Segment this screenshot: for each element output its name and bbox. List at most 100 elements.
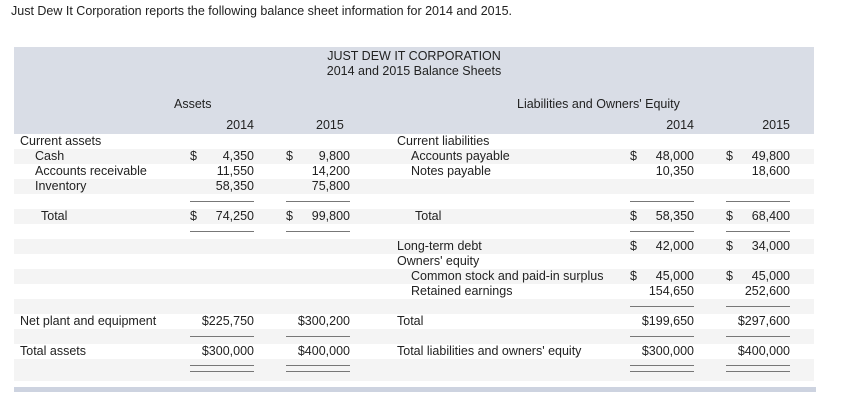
accounts-payable-2014: $48,000 [630, 149, 694, 164]
intro-text: Just Dew It Corporation reports the foll… [11, 4, 512, 18]
value: 58,350 [655, 209, 694, 223]
table-row: Net plant and equipment $225,750 $300,20… [14, 314, 814, 329]
subtotal-rule [726, 306, 790, 307]
value: 49,800 [751, 149, 790, 163]
value: 45,000 [751, 269, 790, 283]
dollar-sign: $ [190, 209, 197, 223]
notes-payable-label: Notes payable [411, 164, 491, 178]
grand-total-double-rule [286, 365, 350, 372]
total-liabilities-equity-2014: $300,000 [641, 344, 694, 358]
net-plant-label: Net plant and equipment [20, 314, 157, 328]
subtotal-rule [286, 201, 350, 202]
inventory-2014: 58,350 [215, 179, 254, 193]
common-stock-label: Common stock and paid-in surplus [411, 269, 604, 283]
total-equity-2014: $199,650 [641, 314, 694, 328]
common-stock-2014: $45,000 [630, 269, 694, 284]
dollar-sign: $ [630, 239, 637, 253]
total-current-assets-2014: $74,250 [190, 209, 254, 224]
total-current-liabilities-label: Total [415, 209, 442, 223]
subtotal-rule [190, 336, 254, 337]
table-row: Inventory 58,350 75,800 [14, 179, 814, 194]
accounts-receivable-label: Accounts receivable [35, 164, 147, 178]
assets-heading: Assets [174, 97, 212, 111]
total-current-liabilities-2014: $58,350 [630, 209, 694, 224]
long-term-debt-2015: $34,000 [726, 239, 790, 254]
cash-2014: $4,350 [190, 149, 254, 164]
table-row [14, 359, 814, 381]
value: 42,000 [655, 239, 694, 253]
inventory-label: Inventory [35, 179, 87, 193]
subtotal-rule [630, 336, 694, 337]
dollar-sign: $ [726, 269, 733, 283]
long-term-debt-label: Long-term debt [397, 239, 482, 253]
table-row [14, 194, 814, 209]
subtotal-rule [286, 231, 350, 232]
total-equity-label: Total [397, 314, 424, 328]
value: 48,000 [655, 149, 694, 163]
retained-earnings-2015: 252,600 [744, 284, 790, 298]
total-current-liabilities-2015: $68,400 [726, 209, 790, 224]
dollar-sign: $ [726, 149, 733, 163]
subtotal-rule [630, 306, 694, 307]
table-row: Retained earnings 154,650 252,600 [14, 284, 814, 299]
subtotal-rule [630, 231, 694, 232]
dollar-sign: $ [726, 209, 733, 223]
accounts-payable-label: Accounts payable [411, 149, 510, 163]
current-liabilities-label: Current liabilities [397, 134, 490, 148]
value: 34,000 [751, 239, 790, 253]
table-row: Total $74,250 $99,800 Total $58,350 $68,… [14, 209, 814, 224]
table-row: Accounts receivable 11,550 14,200 Notes … [14, 164, 814, 179]
value: 4,350 [222, 149, 254, 163]
total-current-assets-label: Total [41, 209, 68, 223]
cash-2015: $9,800 [286, 149, 350, 164]
subtotal-rule [190, 231, 254, 232]
year-header-liab-2014: 2014 [666, 118, 694, 132]
table-row: Long-term debt $42,000 $34,000 [14, 239, 814, 254]
dollar-sign: $ [286, 149, 293, 163]
year-header-assets-2015: 2015 [316, 118, 344, 132]
notes-payable-2015: 18,600 [751, 164, 790, 178]
grand-total-double-rule [726, 365, 790, 372]
total-equity-2015: $297,600 [737, 314, 790, 328]
dollar-sign: $ [286, 209, 293, 223]
total-assets-label: Total assets [20, 344, 87, 358]
subtotal-rule [726, 231, 790, 232]
dollar-sign: $ [726, 239, 733, 253]
retained-earnings-2014: 154,650 [648, 284, 694, 298]
net-plant-2015: $300,200 [297, 314, 350, 328]
year-header-liab-2015: 2015 [762, 118, 790, 132]
subtotal-rule [190, 201, 254, 202]
inventory-2015: 75,800 [311, 179, 350, 193]
subtotal-rule [726, 336, 790, 337]
total-liabilities-equity-2015: $400,000 [737, 344, 790, 358]
accounts-payable-2015: $49,800 [726, 149, 790, 164]
subtotal-rule [630, 201, 694, 202]
liabilities-heading: Liabilities and Owners' Equity [517, 97, 680, 111]
year-header-assets-2014: 2014 [226, 118, 254, 132]
total-liabilities-equity-label: Total liabilities and owners' equity [397, 344, 582, 358]
total-current-assets-2015: $99,800 [286, 209, 350, 224]
grand-total-double-rule [190, 365, 254, 372]
value: 99,800 [311, 209, 350, 223]
subtotal-rule [286, 336, 350, 337]
current-assets-label: Current assets [20, 134, 102, 148]
cash-label: Cash [35, 149, 65, 163]
value: 68,400 [751, 209, 790, 223]
total-assets-2014: $300,000 [201, 344, 254, 358]
table-row [14, 299, 814, 314]
retained-earnings-label: Retained earnings [411, 284, 513, 298]
value: 74,250 [215, 209, 254, 223]
table-body: Current assets Current liabilities Cash … [14, 134, 814, 381]
accounts-receivable-2014: 11,550 [216, 164, 254, 178]
total-assets-2015: $400,000 [297, 344, 350, 358]
table-row [14, 224, 814, 239]
table-row: Owners' equity [14, 254, 814, 269]
grand-total-double-rule [630, 365, 694, 372]
dollar-sign: $ [630, 209, 637, 223]
table-row [14, 329, 814, 344]
table-row: Total assets $300,000 $400,000 Total lia… [14, 344, 814, 359]
header-band: JUST DEW IT CORPORATION 2014 and 2015 Ba… [14, 47, 814, 134]
accounts-receivable-2015: 14,200 [311, 164, 350, 178]
notes-payable-2014: 10,350 [655, 164, 694, 178]
company-name: JUST DEW IT CORPORATION [327, 49, 501, 63]
